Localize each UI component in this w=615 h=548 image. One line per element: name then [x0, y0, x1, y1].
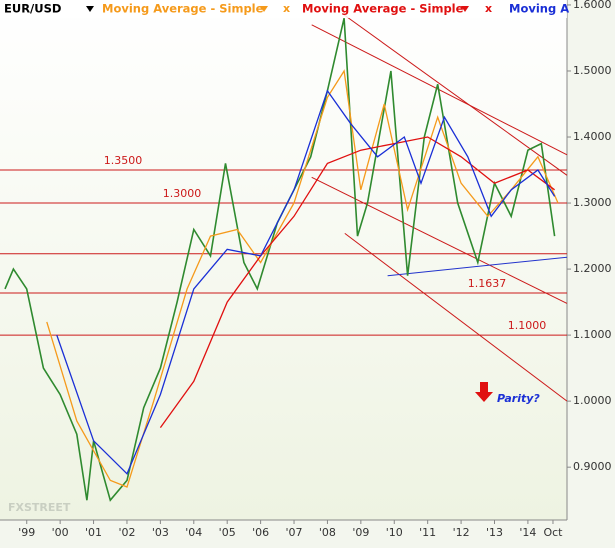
trend-line — [344, 233, 568, 402]
y-tick-label: 1.2000 — [573, 262, 612, 275]
x-tick-label: '99 — [18, 526, 35, 539]
header: EUR/USD Moving Average - Simple x Moving… — [0, 0, 569, 18]
legend-entry[interactable]: Moving Average - Simple — [102, 2, 264, 16]
x-tick-label: '12 — [453, 526, 470, 539]
x-tick-label: '08 — [319, 526, 336, 539]
close-icon[interactable]: x — [283, 2, 290, 15]
x-tick-label: '13 — [486, 526, 503, 539]
marks: 1.3500 1.3000 1.1637 1.1000 — [0, 14, 568, 502]
y-tick-label: 1.1000 — [573, 328, 612, 341]
x-tick-label: '00 — [52, 526, 69, 539]
arrow-icon — [475, 382, 493, 402]
moving-average — [56, 89, 556, 475]
trend-line — [311, 176, 568, 304]
x-tick-label: '05 — [219, 526, 236, 539]
x-axis-area — [0, 520, 567, 548]
x-tick-label: '14 — [519, 526, 536, 539]
legend-entry[interactable]: Moving Average - Simple — [302, 2, 464, 16]
plot-area — [0, 0, 567, 520]
watermark: FXSTREET — [8, 501, 71, 514]
annotation-text: Parity? — [497, 392, 540, 405]
moving-average — [46, 69, 559, 488]
annotation: Parity? — [475, 382, 540, 405]
y-tick-label: 1.3000 — [573, 196, 612, 209]
x-tick-label: '01 — [85, 526, 102, 539]
legend-entry[interactable]: Moving A — [509, 2, 569, 16]
y-tick-label: 1.0000 — [573, 394, 612, 407]
moving-average — [159, 136, 555, 428]
dropdown-icon[interactable] — [260, 6, 268, 12]
x-tick-label: '10 — [386, 526, 403, 539]
y-tick-label: 1.6000 — [573, 0, 612, 11]
dropdown-icon[interactable] — [461, 6, 469, 12]
trend-line — [387, 256, 568, 277]
x-tick-label: '04 — [185, 526, 202, 539]
y-axis-area — [567, 0, 615, 548]
x-tick-label: '06 — [252, 526, 269, 539]
x-tick-label: '02 — [118, 526, 135, 539]
x-tick-label: '03 — [152, 526, 169, 539]
x-tick-label: '09 — [352, 526, 369, 539]
close-icon[interactable]: x — [485, 2, 492, 15]
symbol[interactable]: EUR/USD — [4, 2, 61, 16]
y-tick-label: 1.5000 — [573, 64, 612, 77]
y-tick-label: 1.4000 — [573, 130, 612, 143]
level-label: 1.3500 — [104, 154, 143, 167]
level-label: 1.3000 — [163, 187, 202, 200]
x-tick-label: '11 — [419, 526, 436, 539]
price-line — [4, 18, 556, 502]
y-tick-label: 0.9000 — [573, 460, 612, 473]
header-bg — [0, 0, 567, 18]
x-tick-label: '07 — [286, 526, 303, 539]
x-tick-label: Oct — [543, 526, 563, 539]
dropdown-icon[interactable] — [86, 6, 94, 12]
level-label: 1.1637 — [468, 277, 507, 290]
level-label: 1.1000 — [508, 319, 547, 332]
